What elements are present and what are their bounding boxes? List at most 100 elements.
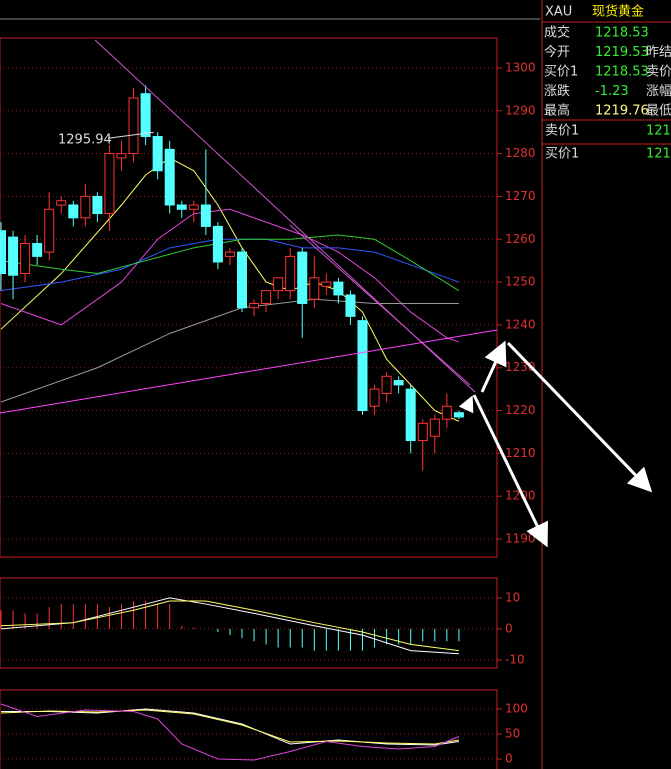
candle-body (333, 281, 344, 296)
quote-label: 买价1 (544, 65, 578, 80)
indicator-line (0, 157, 460, 422)
y-tick-label: 1300 (505, 60, 536, 74)
chart-panel (0, 703, 497, 761)
depth-label: 买价1 (545, 147, 579, 162)
y-tick-label: 1290 (505, 103, 536, 117)
candle-body (261, 290, 272, 304)
main-frame (0, 37, 498, 558)
y-tick-label: 1250 (505, 275, 536, 289)
macd-frame (0, 577, 498, 669)
arrows (458, 340, 653, 548)
quote-extra: 昨结 (646, 45, 671, 60)
y-tick-label: 0 (505, 752, 513, 766)
indicator-line (0, 234, 460, 292)
quote-value: 1219.76 (595, 104, 649, 119)
y-tick-label: 1210 (505, 446, 536, 460)
symbol: XAU (545, 5, 572, 20)
y-tick-label: 1190 (505, 532, 536, 546)
arrow (480, 340, 507, 393)
candle-body (56, 200, 67, 206)
candle-body (152, 135, 163, 172)
quote-label: 今开 (544, 44, 570, 60)
quote-value: 1218.53 (595, 65, 649, 80)
candle-body (429, 418, 440, 437)
candle-body (237, 251, 247, 309)
candle-body (273, 277, 284, 292)
candle-body (68, 204, 79, 219)
quote-label: 成交 (544, 25, 570, 41)
trend-lines (0, 39, 497, 414)
candle-body (405, 388, 416, 442)
candle-body (188, 204, 199, 210)
y-tick-label: 10 (505, 590, 520, 604)
y-tick-label: 1270 (505, 189, 536, 203)
symbol-name: 现货黄金 (592, 4, 644, 20)
candle-body (212, 225, 223, 263)
depth-value: 1218.53 (646, 124, 671, 139)
arrow (458, 395, 474, 414)
quote-extra: 最低 (646, 104, 671, 119)
y-tick-label: 0 (505, 621, 513, 635)
candle-body (128, 97, 139, 155)
candle-body (104, 153, 115, 215)
arrow (506, 341, 653, 493)
indicator-line (1, 708, 459, 746)
y-tick-label: -10 (505, 652, 525, 666)
chart-panel (0, 597, 497, 661)
chart-panel: 1295.94 (0, 67, 497, 540)
candle-body (140, 93, 151, 137)
quote-extra: 卖价 (646, 65, 671, 80)
y-tick-label: 1200 (505, 489, 536, 503)
candle-body (224, 251, 235, 257)
trend-line (0, 329, 497, 414)
depth-value: 1218.53 (646, 147, 671, 162)
candle-body (164, 148, 175, 206)
annotation: 1295.94 (58, 133, 112, 148)
candle-body (116, 153, 127, 159)
quote-label: 最高 (544, 103, 570, 119)
quote-value: 1219.53 (595, 45, 649, 60)
candle-body (176, 204, 187, 210)
candle-body (357, 320, 368, 412)
kdj-frame (0, 689, 498, 769)
candle-body (369, 388, 380, 407)
quote-label: 涨跌 (544, 83, 570, 99)
candle-body (381, 375, 392, 394)
candle-body (8, 236, 19, 276)
y-tick-label: 1220 (505, 403, 536, 417)
quote-value: 1218.53 (595, 26, 649, 41)
trend-line (289, 224, 471, 386)
indicator-line (0, 600, 459, 652)
candle-body (20, 243, 31, 275)
candle-body (309, 277, 320, 300)
candle-body (393, 380, 404, 386)
candle-body (453, 412, 464, 418)
quote-extra: 涨幅 (646, 84, 671, 99)
quote-value: -1.23 (595, 84, 629, 99)
annotation-leader (107, 131, 154, 139)
candle-body (345, 294, 356, 317)
candle-body (200, 204, 211, 227)
y-tick-label: 1260 (505, 232, 536, 246)
candle-body (441, 405, 452, 420)
candle-body (0, 230, 6, 275)
candle-body (92, 195, 103, 215)
arrow (472, 394, 548, 548)
y-tick-label: 100 (505, 702, 528, 716)
y-tick-label: 50 (505, 727, 520, 741)
indicator-line (0, 703, 460, 761)
candle-body (32, 243, 43, 257)
candle-body (417, 422, 428, 442)
indicator-line (0, 208, 460, 343)
y-tick-label: 1240 (505, 317, 536, 331)
y-tick-label: 1280 (505, 146, 536, 160)
candle-body (249, 302, 260, 309)
candle-body (321, 281, 332, 287)
candle-body (80, 195, 91, 219)
indicator-line (0, 597, 459, 655)
candle-body (285, 255, 296, 292)
candle-body (44, 208, 55, 253)
depth-label: 卖价1 (545, 124, 579, 139)
